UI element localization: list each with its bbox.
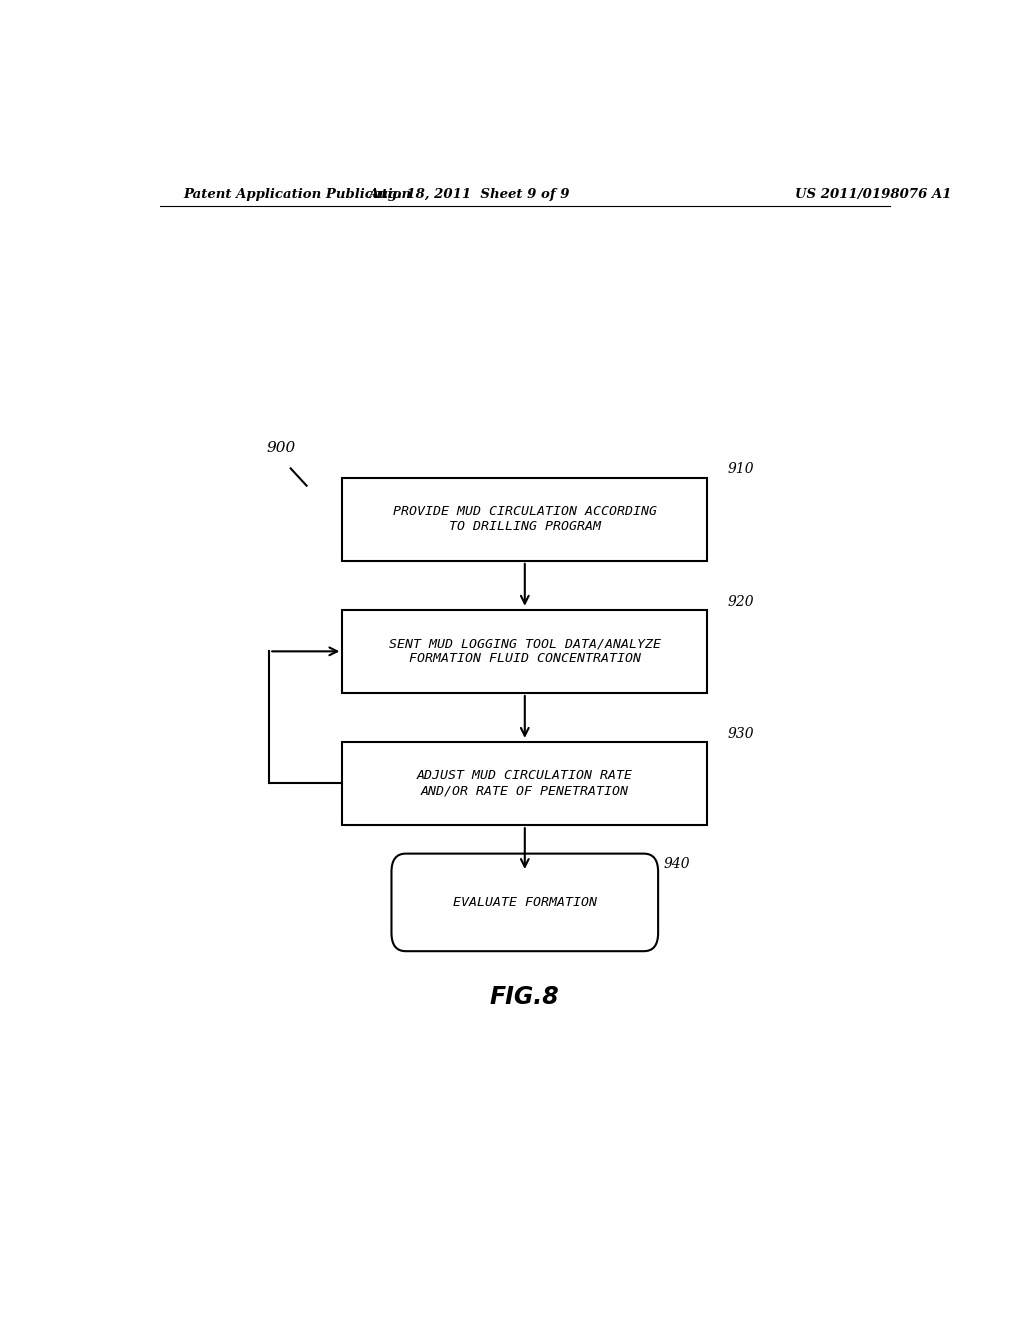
Text: Patent Application Publication: Patent Application Publication (183, 189, 412, 202)
Text: 930: 930 (727, 727, 754, 741)
Text: 900: 900 (267, 441, 296, 455)
Text: 940: 940 (664, 857, 690, 871)
Text: FIG.8: FIG.8 (489, 985, 560, 1008)
FancyBboxPatch shape (342, 742, 708, 825)
Text: 920: 920 (727, 594, 754, 609)
Text: Aug. 18, 2011  Sheet 9 of 9: Aug. 18, 2011 Sheet 9 of 9 (369, 189, 570, 202)
Text: EVALUATE FORMATION: EVALUATE FORMATION (453, 896, 597, 909)
FancyBboxPatch shape (342, 478, 708, 561)
FancyBboxPatch shape (391, 854, 658, 952)
Text: ADJUST MUD CIRCULATION RATE
AND/OR RATE OF PENETRATION: ADJUST MUD CIRCULATION RATE AND/OR RATE … (417, 770, 633, 797)
Text: SENT MUD LOGGING TOOL DATA/ANALYZE
FORMATION FLUID CONCENTRATION: SENT MUD LOGGING TOOL DATA/ANALYZE FORMA… (389, 638, 660, 665)
Text: PROVIDE MUD CIRCULATION ACCORDING
TO DRILLING PROGRAM: PROVIDE MUD CIRCULATION ACCORDING TO DRI… (393, 506, 656, 533)
Text: US 2011/0198076 A1: US 2011/0198076 A1 (795, 189, 951, 202)
FancyBboxPatch shape (342, 610, 708, 693)
Text: 910: 910 (727, 462, 754, 477)
